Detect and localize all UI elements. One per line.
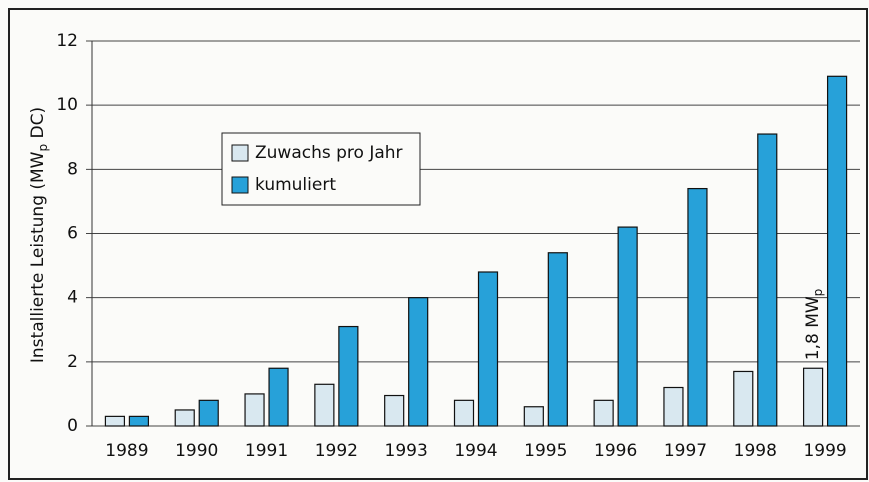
x-tick-label: 1999	[803, 441, 846, 461]
bar	[128, 415, 150, 427]
bar	[523, 406, 544, 427]
legend-box	[221, 132, 421, 206]
bar	[244, 393, 265, 427]
y-tick-label: 0	[67, 416, 78, 436]
y-tick-label: 6	[67, 224, 78, 244]
annotation-sub: p	[811, 289, 825, 297]
legend-swatch	[231, 144, 249, 162]
y-label-part: Installierte Leistung (MW	[28, 151, 48, 363]
x-tick-label: 1993	[385, 441, 428, 461]
bar	[268, 367, 289, 427]
bar	[547, 252, 568, 427]
annotation-part: 1,8 MW	[803, 296, 823, 360]
legend-swatch	[231, 176, 249, 194]
bar	[802, 367, 824, 427]
legend-label: kumuliert	[255, 175, 336, 195]
bar	[617, 226, 638, 427]
bar	[733, 370, 754, 427]
frame	[8, 8, 868, 480]
bar	[663, 386, 684, 427]
x-tick-label: 1990	[175, 441, 218, 461]
x-tick-label: 1997	[664, 441, 707, 461]
y-tick-label: 8	[67, 159, 78, 179]
bar	[104, 415, 126, 427]
bar	[453, 399, 475, 427]
legend-label: Zuwachs pro Jahr	[255, 143, 403, 163]
y-label-part: DC)	[28, 107, 48, 144]
x-tick-label: 1995	[524, 441, 567, 461]
bar	[593, 399, 614, 427]
bar	[687, 187, 708, 427]
bar	[384, 394, 405, 427]
x-tick-label: 1998	[734, 441, 777, 461]
x-tick-label: 1994	[454, 441, 497, 461]
x-tick-label: 1996	[594, 441, 637, 461]
x-tick-label: 1991	[245, 441, 288, 461]
bar	[408, 297, 429, 427]
bar	[174, 409, 195, 427]
y-tick-label: 2	[67, 352, 78, 372]
bar	[477, 271, 499, 427]
y-tick-label: 10	[56, 95, 78, 115]
y-label-sub: p	[36, 144, 50, 152]
bar	[757, 133, 778, 427]
y-tick-label: 4	[67, 288, 78, 308]
bar	[338, 325, 359, 427]
bar	[314, 383, 335, 427]
x-tick-label: 1992	[315, 441, 358, 461]
bar	[826, 75, 848, 427]
y-axis-label: Installierte Leistung (MWp DC)	[28, 107, 50, 363]
y-tick-label: 12	[56, 31, 78, 51]
bar	[198, 399, 219, 427]
x-tick-label: 1989	[105, 441, 148, 461]
annotation: 1,8 MWp	[803, 289, 825, 361]
